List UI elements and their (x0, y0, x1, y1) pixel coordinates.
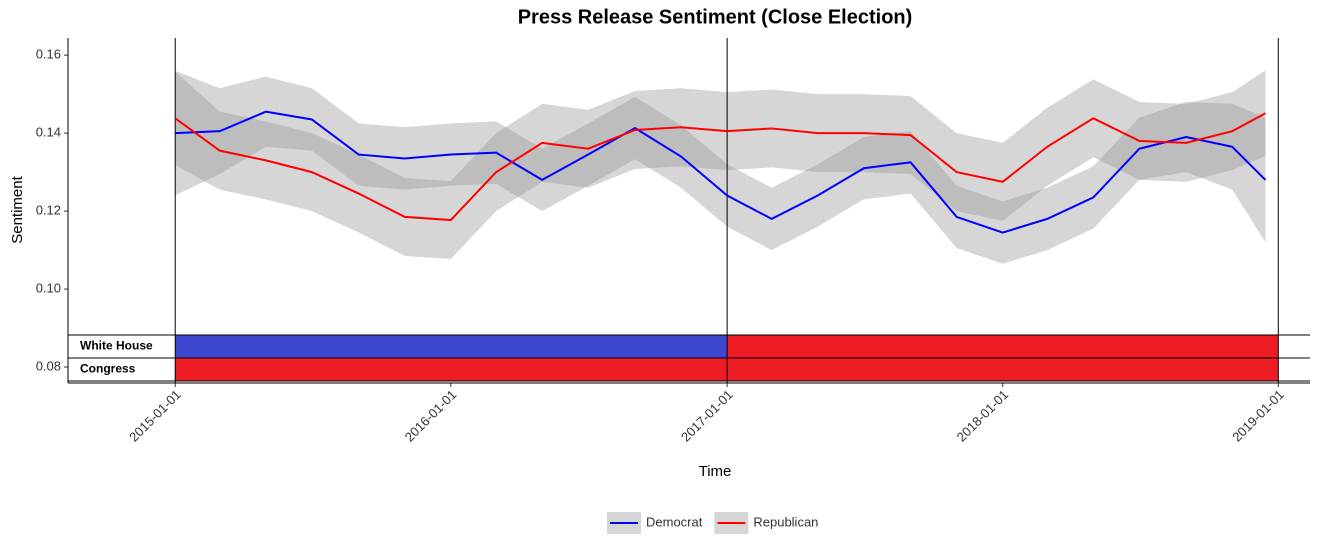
y-tick-label: 0.16 (36, 47, 61, 62)
series-line (175, 110, 1267, 234)
legend: Democrat Republican (607, 512, 818, 534)
confidence-band (175, 70, 1266, 260)
confidence-band (175, 70, 1266, 264)
x-tick-label: 2019-01-01 (1229, 387, 1287, 445)
series-line (174, 112, 1266, 222)
y-tick-label: 0.10 (36, 280, 61, 295)
chart-title: Press Release Sentiment (Close Election) (518, 6, 913, 28)
y-tick-label: 0.08 (36, 358, 61, 373)
legend-label: Democrat (646, 514, 703, 529)
period-segment (727, 335, 1279, 358)
row-label: Congress (80, 362, 136, 376)
x-tick-label: 2017-01-01 (678, 387, 736, 445)
x-tick-label: 2018-01-01 (954, 387, 1012, 445)
x-tick-label: 2016-01-01 (402, 387, 460, 445)
y-tick-label: 0.14 (36, 125, 61, 140)
x-tick-label: 2015-01-01 (126, 387, 184, 445)
row-label: White House (80, 339, 153, 353)
period-segment (175, 335, 728, 358)
legend-label: Republican (753, 514, 818, 529)
y-tick-label: 0.12 (36, 203, 61, 218)
y-axis-title: Sentiment (9, 175, 26, 243)
x-axis-title: Time (699, 463, 732, 480)
